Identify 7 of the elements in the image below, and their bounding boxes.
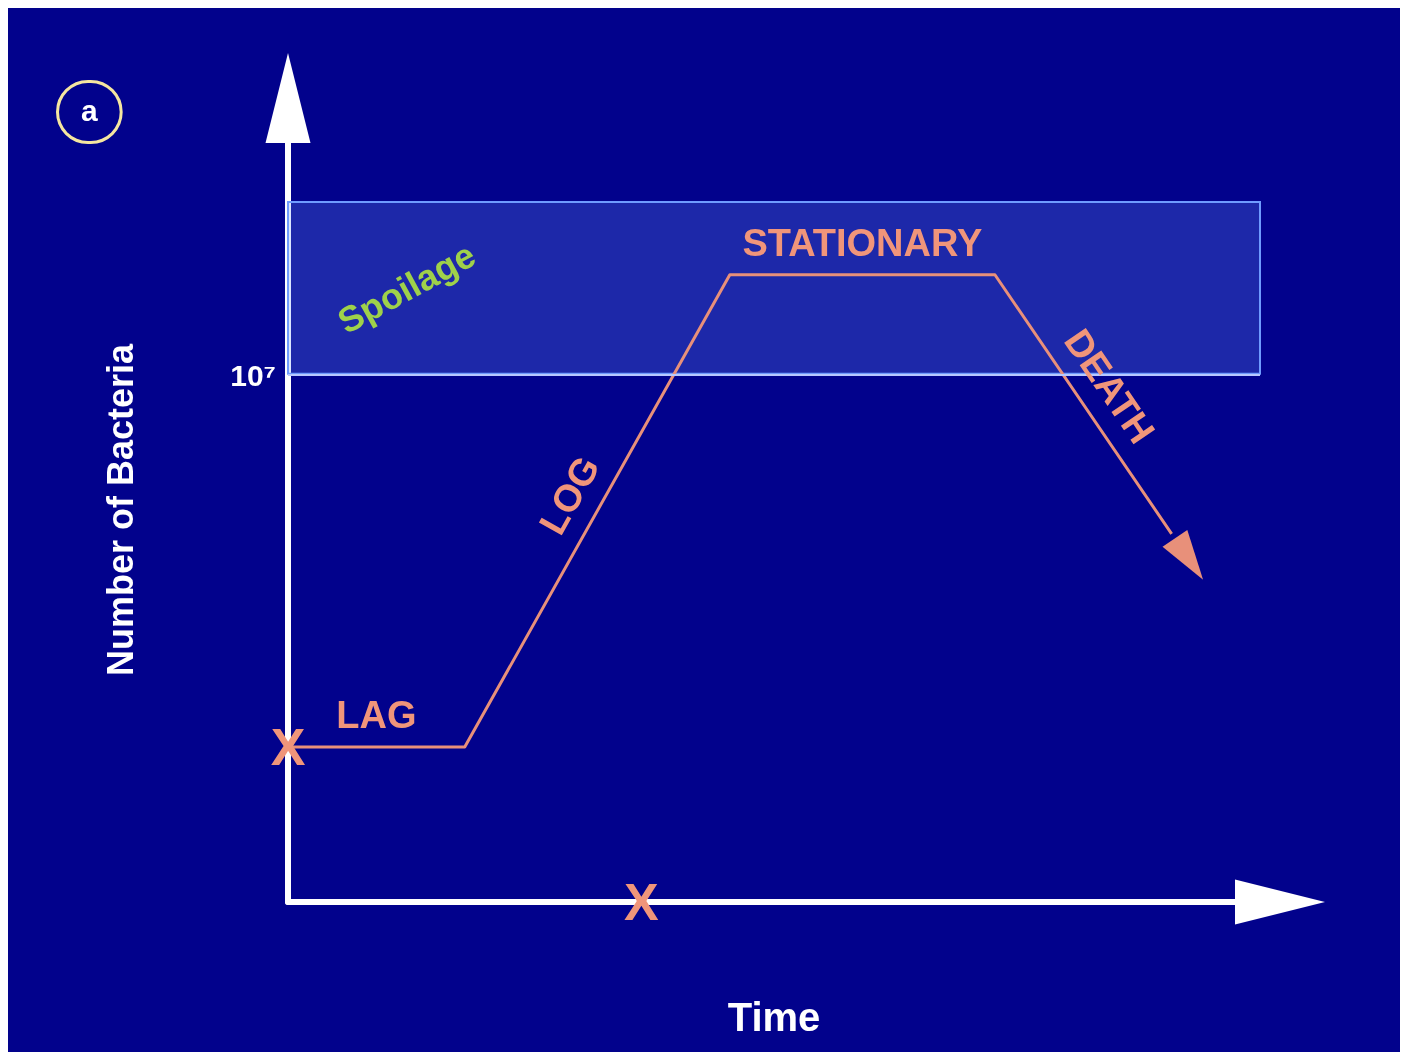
annotation: LAG: [336, 694, 417, 737]
text: STATIONARY: [742, 221, 983, 264]
x-axis-title: Time: [727, 995, 821, 1039]
ref-line-label: 10⁷: [230, 358, 276, 392]
y-axis-title: Number of Bacteria: [99, 342, 141, 677]
text: a: [81, 93, 98, 127]
annotation: LOG: [530, 449, 608, 542]
